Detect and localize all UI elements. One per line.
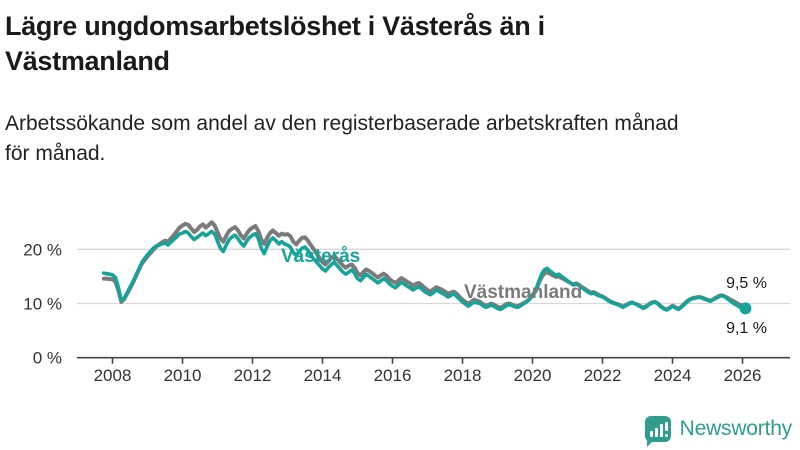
x-tick-label: 2026: [724, 366, 762, 385]
x-tick-label: 2022: [584, 366, 622, 385]
x-tick-label: 2014: [304, 366, 342, 385]
y-tick-label: 20 %: [23, 240, 62, 259]
x-tick-label: 2018: [444, 366, 482, 385]
series-end-dot: [739, 302, 752, 315]
end-value-label: 9,1 %: [726, 320, 767, 337]
y-tick-label: 0 %: [33, 349, 62, 368]
end-value-label: 9,5 %: [726, 275, 767, 292]
icon-bar: [649, 431, 654, 437]
icon-bar: [659, 424, 664, 437]
x-tick-label: 2020: [514, 366, 552, 385]
x-tick-label: 2012: [234, 366, 272, 385]
x-tick-label: 2024: [654, 366, 692, 385]
page-title: Lägre ungdomsarbetslöshet i Västerås än …: [5, 11, 545, 77]
page-subtitle: Arbetssökande som andel av den registerb…: [5, 112, 679, 165]
y-tick-label: 10 %: [23, 295, 62, 314]
icon-exclamation-bar: [664, 422, 669, 431]
series-label: Västmanland: [464, 282, 582, 303]
newsworthy-logo: Newsworthy: [644, 416, 793, 447]
series-line-1: [102, 229, 748, 312]
x-tick-label: 2008: [94, 366, 132, 385]
series-label: Västerås: [281, 246, 360, 267]
x-tick-label: 2016: [374, 366, 412, 385]
brand-name: Newsworthy: [679, 417, 793, 440]
line-chart: 2008 2010 2012 2014 2016 2018 2020 2022 2024 2026…: [23, 220, 790, 385]
newsworthy-chart-bubble-icon: [644, 416, 671, 447]
x-tick-label: 2010: [164, 366, 202, 385]
icon-bar: [654, 428, 659, 437]
icon-exclamation-dot: [664, 433, 669, 437]
